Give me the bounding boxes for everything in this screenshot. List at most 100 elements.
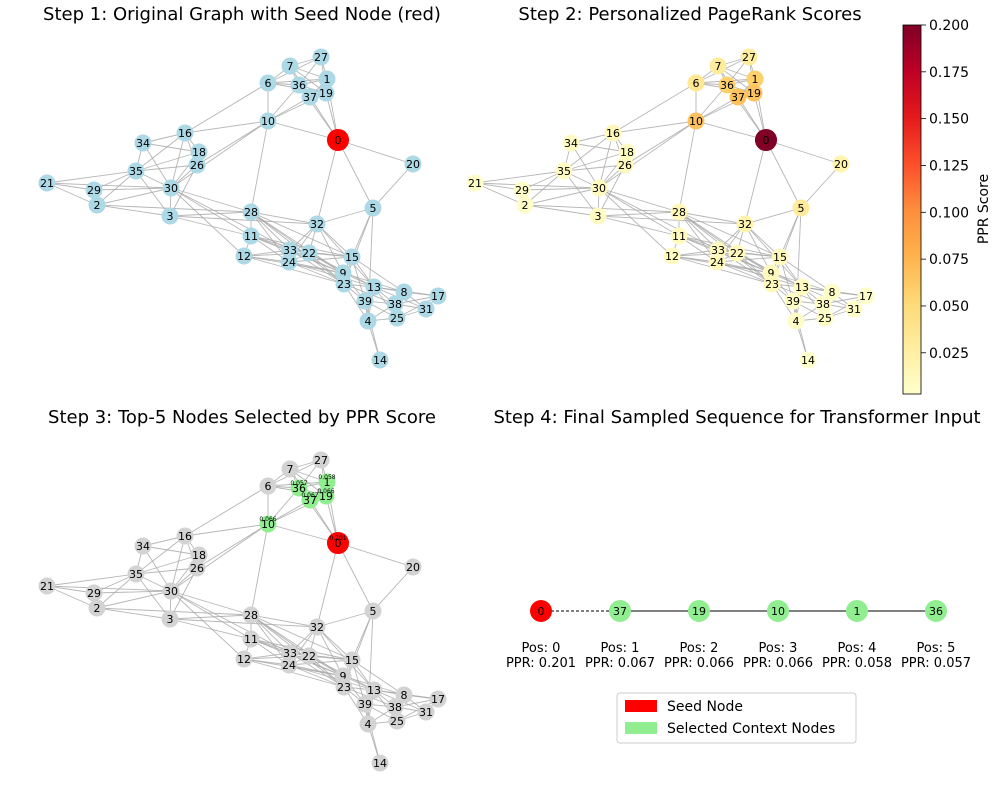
graph-node-label: 25 bbox=[390, 312, 404, 325]
graph-node-label: 30 bbox=[592, 182, 606, 195]
step3-graph: 00.20110.05823456789100.0661112131415161… bbox=[38, 451, 447, 772]
graph-edge bbox=[289, 652, 345, 688]
graph-edge bbox=[170, 590, 252, 640]
ppr-value-label: 0.067 bbox=[301, 492, 318, 499]
graph-node-17 bbox=[429, 287, 447, 305]
graph-edge bbox=[474, 170, 565, 184]
graph-node-11 bbox=[242, 630, 260, 648]
graph-node-label: 10 bbox=[261, 115, 275, 128]
sequence-ppr-label: PPR: 0.058 bbox=[822, 656, 892, 671]
graph-edge bbox=[288, 664, 344, 677]
ppr-colorbar: 0.025 0.050 0.075 0.100 0.125 0.150 0.175 0.200… bbox=[902, 18, 992, 395]
graph-node-label: 18 bbox=[620, 146, 634, 159]
sequence-node-label: 0 bbox=[538, 605, 545, 618]
graph-node-27 bbox=[312, 451, 330, 469]
graph-node-label: 0 bbox=[335, 134, 342, 147]
graph-node-label: 31 bbox=[419, 303, 433, 316]
graph-node-25 bbox=[388, 309, 406, 327]
sequence-pos-label: Pos: 5 bbox=[917, 641, 956, 656]
graph-node-label: 5 bbox=[370, 202, 377, 215]
graph-edge bbox=[765, 139, 802, 209]
graph-node-30 bbox=[162, 582, 180, 600]
graph-node-label: 34 bbox=[136, 540, 150, 553]
graph-node-label: 23 bbox=[337, 278, 351, 291]
graph-edge bbox=[184, 485, 269, 537]
graph-node-label: 20 bbox=[406, 158, 420, 171]
graph-node-label: 36 bbox=[292, 482, 306, 495]
graph-edge bbox=[250, 614, 353, 661]
graph-edge bbox=[169, 567, 198, 620]
graph-node-label: 33 bbox=[283, 244, 297, 257]
graph-node-39 bbox=[356, 695, 374, 713]
graph-node-label: 2 bbox=[522, 199, 529, 212]
graph-node-label: 19 bbox=[319, 87, 333, 100]
colorbar-tick-label: 0.100 bbox=[929, 205, 969, 221]
graph-node-21 bbox=[38, 577, 56, 595]
graph-edge bbox=[142, 545, 172, 592]
graph-node-label: 21 bbox=[40, 580, 54, 593]
graph-node-27 bbox=[740, 48, 758, 66]
graph-node-0 bbox=[754, 128, 778, 152]
graph-edge bbox=[765, 139, 842, 165]
graph-node-10 bbox=[687, 112, 705, 130]
graph-node-18 bbox=[190, 546, 208, 564]
graph-node-36 bbox=[290, 479, 308, 497]
graph-node-label: 33 bbox=[283, 647, 297, 660]
colorbar-tick-label: 0.050 bbox=[929, 299, 969, 315]
graph-node-4 bbox=[359, 715, 377, 733]
graph-edge bbox=[717, 249, 772, 274]
graph-edge bbox=[598, 187, 673, 257]
graph-node-10 bbox=[259, 112, 277, 130]
graph-edge bbox=[364, 300, 381, 361]
graph-node-23 bbox=[335, 678, 353, 696]
graph-node-label: 30 bbox=[164, 182, 178, 195]
graph-node-label: 12 bbox=[237, 653, 251, 666]
graph-edge bbox=[169, 618, 318, 628]
step4-title: Step 4: Final Sampled Sequence for Trans… bbox=[493, 407, 980, 428]
graph-node-35 bbox=[127, 565, 145, 583]
graph-node-label: 36 bbox=[292, 79, 306, 92]
graph-edge bbox=[316, 207, 374, 225]
graph-edge bbox=[169, 614, 252, 620]
graph-node-label: 36 bbox=[720, 79, 734, 92]
graph-node-16 bbox=[176, 124, 194, 142]
graph-edge bbox=[250, 211, 318, 225]
graph-node-label: 26 bbox=[190, 159, 204, 172]
graph-node-5 bbox=[792, 199, 810, 217]
graph-node-label: 1 bbox=[324, 73, 331, 86]
graph-node-23 bbox=[763, 275, 781, 293]
graph-node-12 bbox=[235, 247, 253, 265]
graph-edge bbox=[170, 590, 252, 616]
graph-edge bbox=[597, 211, 680, 217]
graph-edge bbox=[184, 82, 269, 134]
graph-edge bbox=[563, 151, 628, 172]
graph-node-label: 16 bbox=[178, 530, 192, 543]
graph-node-label: 13 bbox=[367, 281, 381, 294]
graph-node-4 bbox=[359, 312, 377, 330]
graph-node-label: 11 bbox=[672, 230, 686, 243]
graph-node-label: 12 bbox=[665, 250, 679, 263]
graph-node-6 bbox=[259, 74, 277, 92]
graph-edge bbox=[250, 638, 353, 661]
graph-node-22 bbox=[300, 244, 318, 262]
sequence-ppr-label: PPR: 0.067 bbox=[585, 656, 655, 671]
sequence-node-36 bbox=[925, 600, 947, 622]
graph-edge bbox=[135, 132, 186, 172]
graph-edge bbox=[372, 566, 414, 612]
graph-edge bbox=[316, 610, 374, 628]
graph-edge bbox=[46, 573, 137, 587]
legend-box bbox=[616, 692, 857, 744]
graph-node-18 bbox=[618, 143, 636, 161]
ppr-value-label: 0.057 bbox=[290, 480, 307, 487]
graph-node-35 bbox=[127, 162, 145, 180]
graph-node-36 bbox=[290, 76, 308, 94]
graph-node-29 bbox=[85, 584, 103, 602]
graph-node-19 bbox=[317, 487, 335, 505]
graph-node-15 bbox=[771, 248, 789, 266]
graph-node-label: 12 bbox=[237, 250, 251, 263]
graph-node-label: 4 bbox=[365, 315, 372, 328]
graph-node-label: 35 bbox=[129, 165, 143, 178]
graph-node-label: 20 bbox=[834, 158, 848, 171]
graph-edge bbox=[169, 164, 198, 217]
